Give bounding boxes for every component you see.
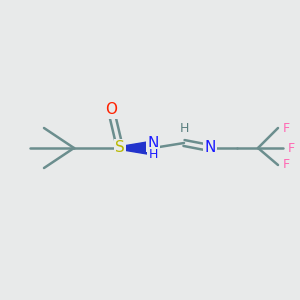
- Text: F: F: [287, 142, 295, 154]
- Text: F: F: [282, 158, 290, 172]
- Text: H: H: [148, 148, 158, 161]
- Text: N: N: [204, 140, 216, 155]
- Text: N: N: [147, 136, 159, 151]
- Text: O: O: [105, 103, 117, 118]
- Text: H: H: [179, 122, 189, 136]
- Text: S: S: [115, 140, 125, 155]
- Polygon shape: [120, 141, 153, 155]
- Text: F: F: [282, 122, 290, 134]
